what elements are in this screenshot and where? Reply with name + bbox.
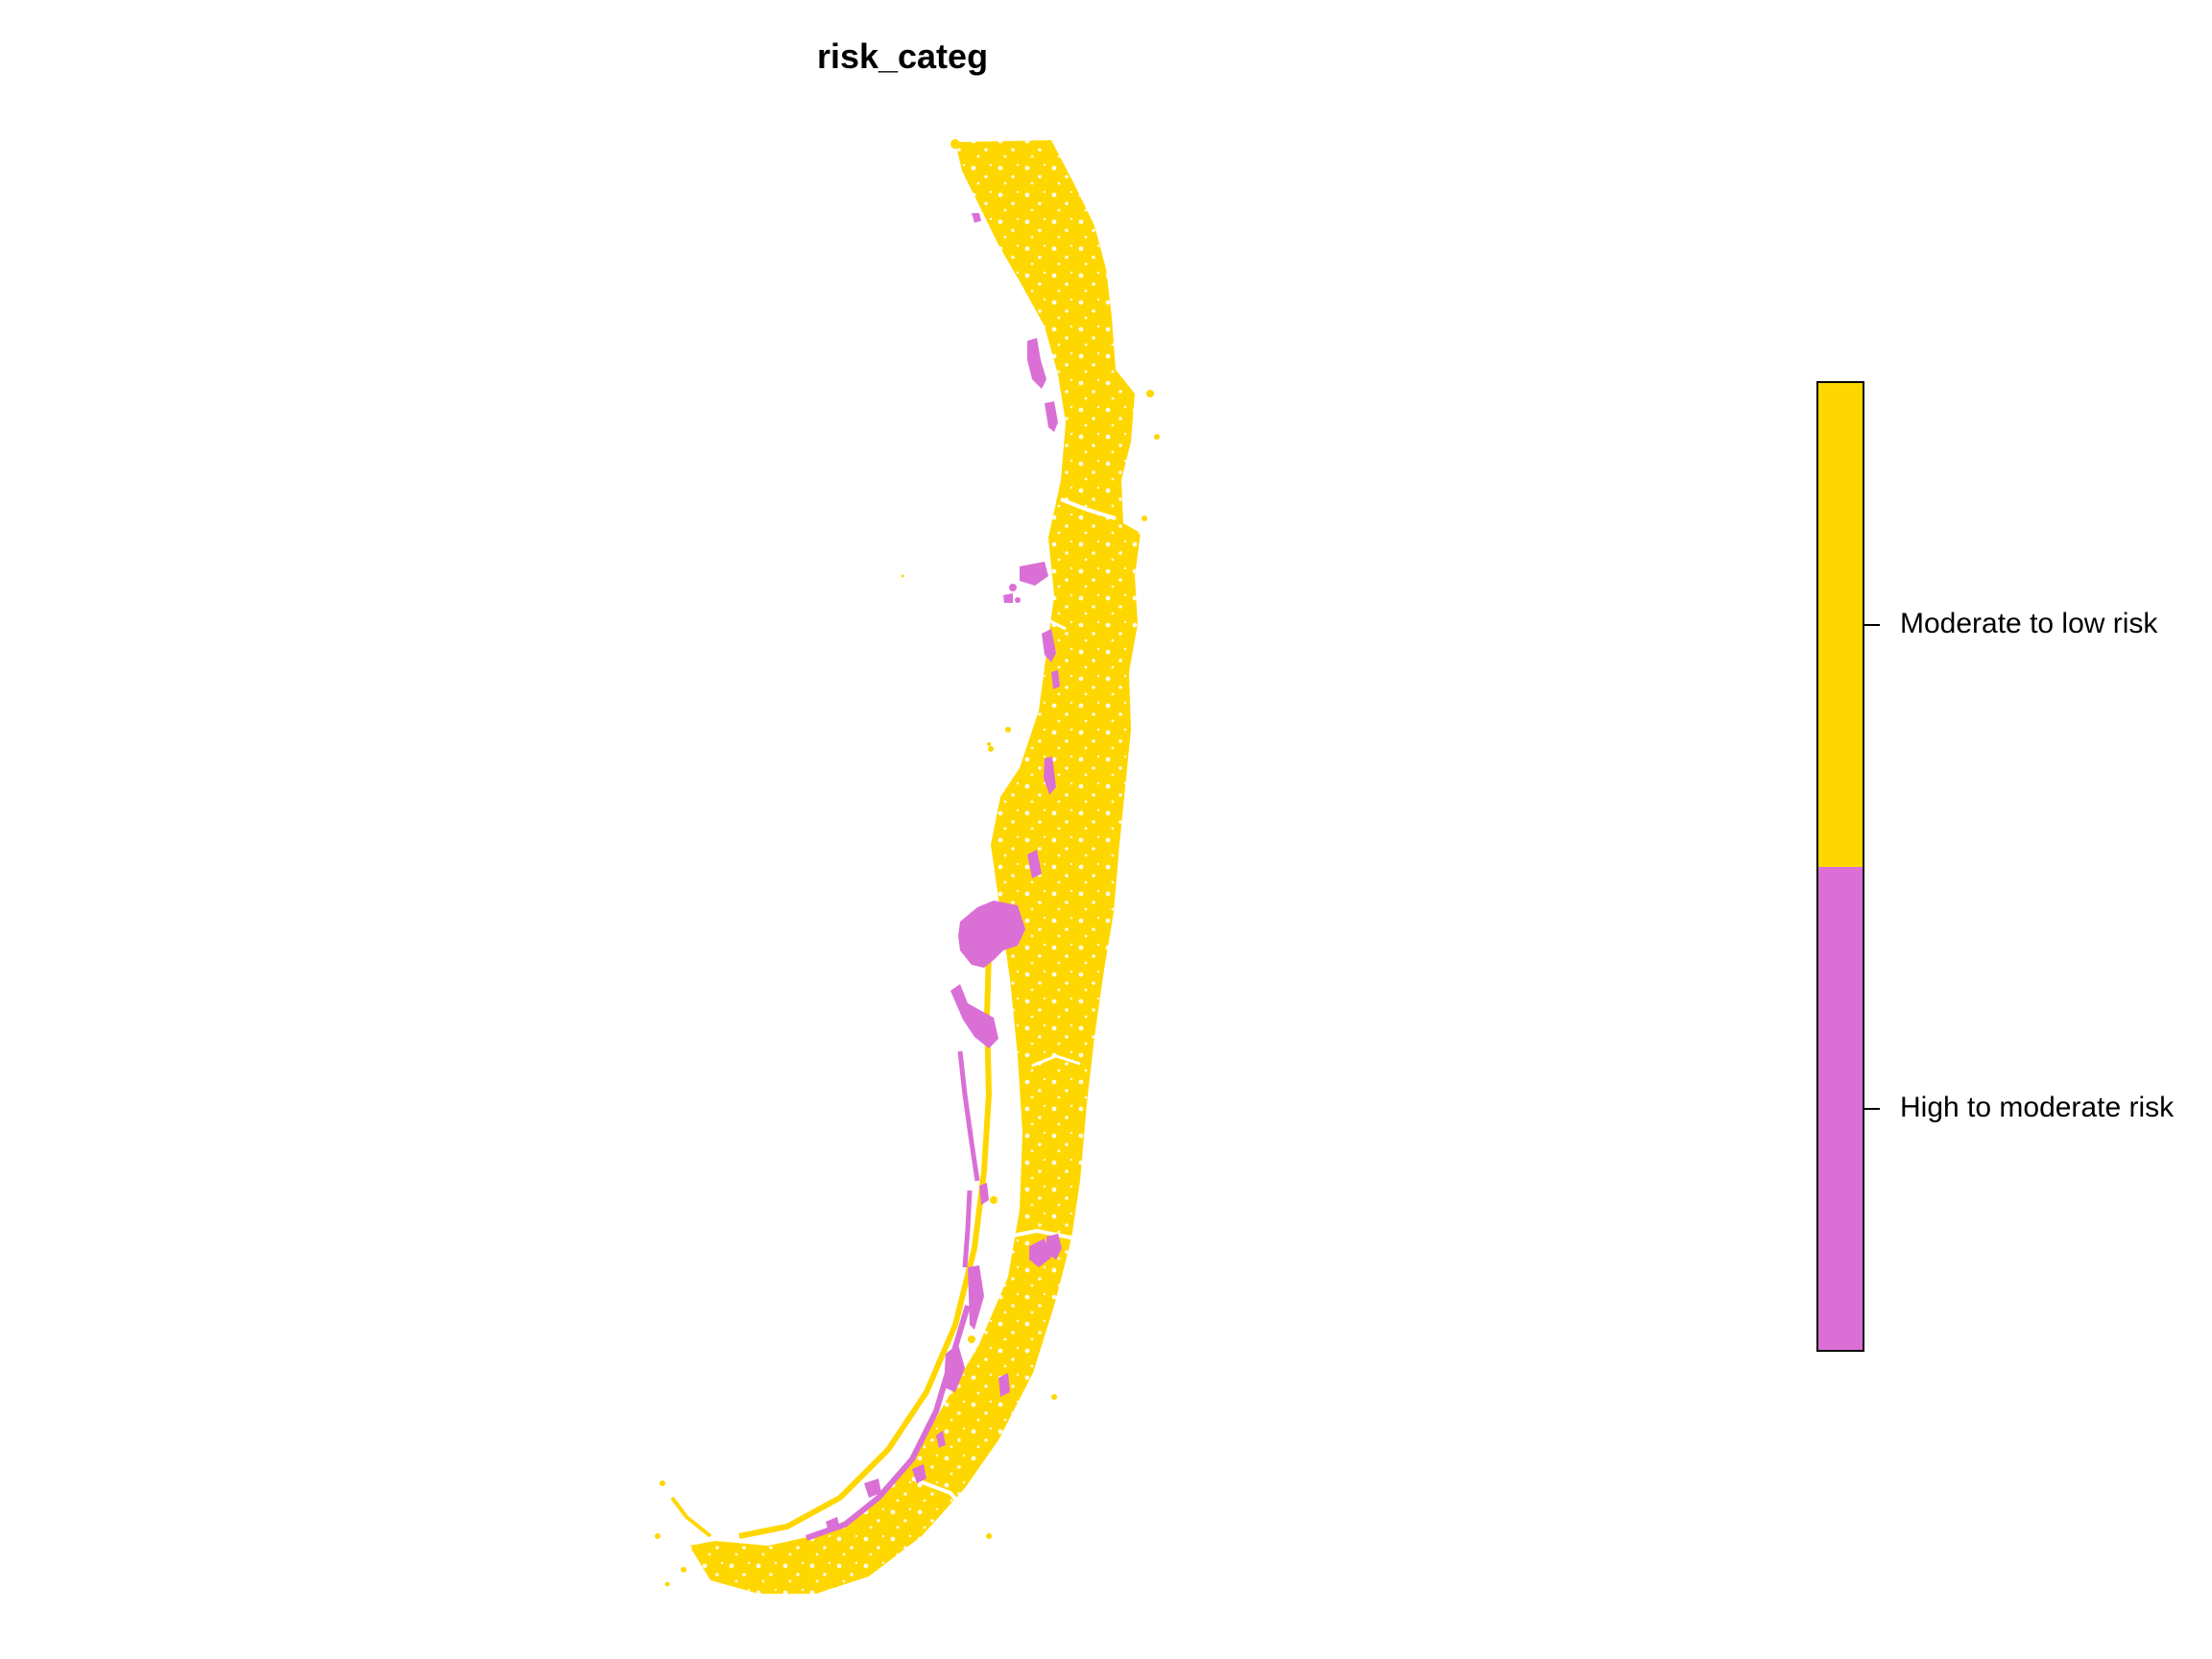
high-moderate-risk-region xyxy=(936,1431,946,1448)
legend-swatch-high-moderate xyxy=(1817,867,1863,1351)
islet xyxy=(660,1480,665,1486)
high-moderate-risk-region xyxy=(1009,584,1017,591)
high-moderate-risk-region xyxy=(864,1479,881,1498)
moderate-low-risk-fringe xyxy=(738,950,993,1539)
channel-line xyxy=(1060,497,1117,520)
high-moderate-risk-region xyxy=(1044,757,1056,795)
high-moderate-risk-region xyxy=(1045,401,1058,432)
high-moderate-risk-region xyxy=(1027,338,1046,389)
high-moderate-risk-region xyxy=(1003,593,1013,603)
high-moderate-risk-region xyxy=(958,901,1025,968)
islet xyxy=(987,742,991,746)
high-moderate-risk-region xyxy=(1027,850,1042,878)
high-moderate-risk-region xyxy=(968,1265,984,1330)
islet xyxy=(664,1581,670,1587)
channel-line xyxy=(911,1477,972,1519)
islet xyxy=(655,1533,661,1539)
high-moderate-risk-region xyxy=(962,1190,973,1268)
islet xyxy=(681,1567,686,1573)
islet xyxy=(950,139,960,149)
channel-line xyxy=(998,1228,1076,1240)
high-moderate-risk-region xyxy=(1015,597,1021,603)
high-moderate-risk-region xyxy=(1029,1238,1051,1267)
legend-border xyxy=(1816,381,1864,1352)
islet xyxy=(901,574,904,578)
high-moderate-risk-region xyxy=(1046,1234,1062,1260)
islet xyxy=(1146,390,1154,397)
map-title: risk_categ xyxy=(816,36,989,76)
high-moderate-risk-region xyxy=(912,1464,926,1483)
legend-label-high-moderate: High to moderate risk xyxy=(1900,1092,2175,1123)
high-moderate-risk-region xyxy=(950,984,998,1048)
islet xyxy=(990,1196,998,1204)
islet xyxy=(1142,516,1147,521)
moderate-low-risk-area xyxy=(655,139,1160,1594)
high-moderate-risk-region xyxy=(805,1305,971,1541)
channel-line xyxy=(1031,1054,1081,1068)
islet xyxy=(988,746,994,752)
high-moderate-risk-region xyxy=(944,1344,965,1392)
moderate-low-risk-texture xyxy=(689,140,1141,1594)
islet xyxy=(968,1335,975,1343)
islet xyxy=(986,1533,992,1539)
high-moderate-risk-region xyxy=(972,213,981,223)
legend-colorbar xyxy=(1816,381,1880,1352)
high-moderate-risk-region xyxy=(1042,629,1056,662)
islet xyxy=(1051,1394,1057,1400)
high-moderate-risk-region xyxy=(1051,670,1060,689)
high-moderate-risk-region xyxy=(1020,562,1048,586)
high-moderate-risk-region xyxy=(979,1183,989,1205)
high-moderate-risk-area xyxy=(805,213,1062,1541)
legend-label-moderate-low: Moderate to low risk xyxy=(1900,608,2158,639)
legend-swatch-moderate-low xyxy=(1817,382,1863,867)
high-moderate-risk-region xyxy=(998,1373,1010,1397)
islet xyxy=(1154,434,1160,440)
islet xyxy=(1005,727,1011,733)
moderate-low-risk-fringe xyxy=(670,1496,712,1538)
high-moderate-risk-region xyxy=(957,1050,980,1182)
